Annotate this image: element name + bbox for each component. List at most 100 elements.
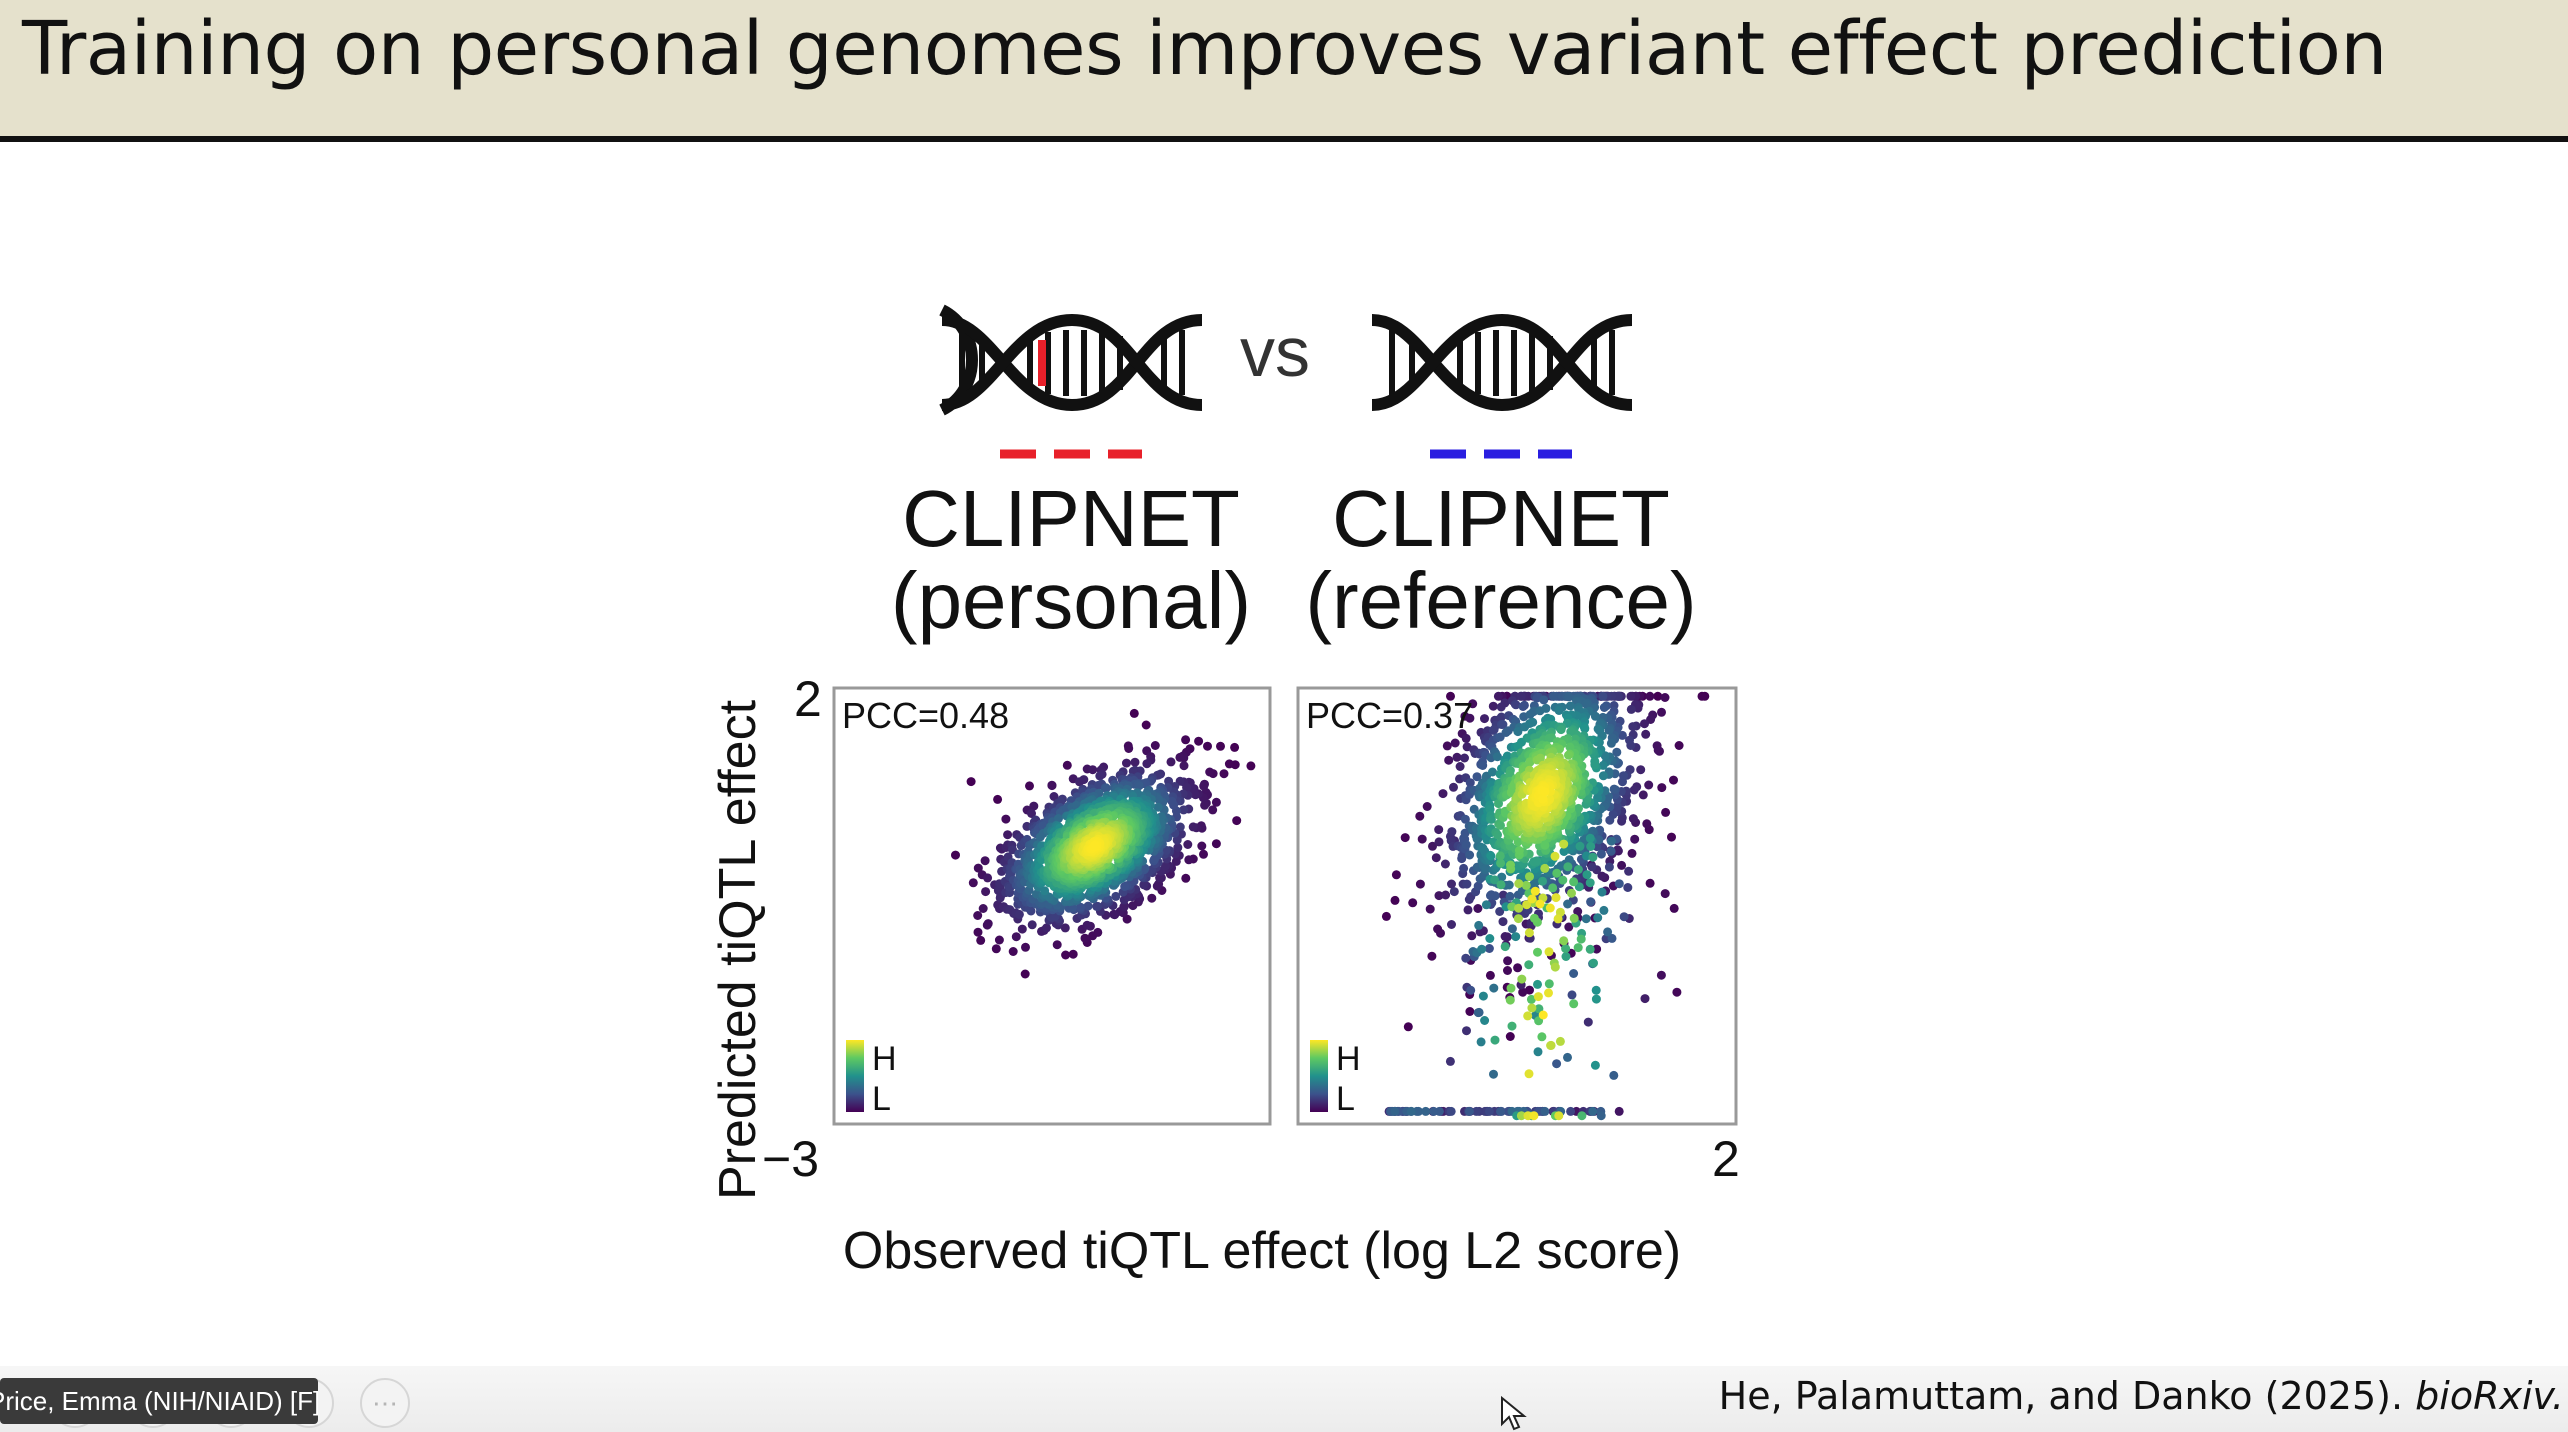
scatter-point [1594, 835, 1604, 845]
scatter-point [1082, 920, 1092, 930]
scatter-point [1503, 956, 1513, 966]
scatter-point [1586, 842, 1596, 851]
scatter-point [1582, 870, 1592, 880]
scatter-point [1524, 960, 1534, 970]
scatter-point [1040, 886, 1050, 896]
scatter-point [1628, 814, 1638, 824]
scatter-point [1498, 890, 1508, 900]
scatter-point [1381, 911, 1391, 921]
scatter-point [1592, 944, 1602, 954]
scatter-point [1001, 814, 1011, 824]
scatter-point [1461, 953, 1471, 963]
scatter-point [1047, 781, 1057, 791]
scatter-point [1400, 833, 1410, 843]
scatter-point [1140, 863, 1150, 873]
scatter-point [1408, 898, 1418, 908]
scatter-point [1588, 1106, 1598, 1116]
scatter-point [1523, 1011, 1533, 1021]
scatter-point [1496, 1106, 1505, 1116]
scatter-point [1565, 701, 1575, 711]
scatter-point [1027, 920, 1037, 930]
scatter-point [1525, 757, 1535, 767]
scatter-point [1017, 924, 1027, 934]
scatter-point [1447, 920, 1456, 929]
scatter-point [1199, 781, 1209, 791]
scatter-point [1590, 1060, 1600, 1070]
scatter-point [1076, 902, 1086, 912]
scatter-point [1586, 897, 1596, 907]
scatter-point [1449, 782, 1458, 792]
scatter-point [1565, 742, 1575, 752]
scatter-point [1211, 839, 1221, 849]
scatter-point [1553, 914, 1563, 924]
scatter-point [1128, 901, 1138, 911]
scatter-point [1550, 962, 1560, 972]
scatter-point [1488, 701, 1498, 711]
scatter-point [1478, 991, 1488, 1001]
scatter-point [1457, 851, 1467, 861]
scatter-point [1524, 928, 1534, 938]
scatter-point [1459, 863, 1469, 873]
scatter-point [951, 850, 960, 860]
scatter-point [1428, 841, 1437, 851]
scatter-point [1232, 816, 1242, 826]
scatter-point [1549, 691, 1559, 701]
colorbar-low-label: L [1336, 1080, 1355, 1118]
scatter-point [1014, 909, 1024, 919]
scatter-point [1544, 988, 1553, 998]
scatter-point [1573, 907, 1583, 916]
scatter-point [1390, 1106, 1400, 1116]
scatter-point [1216, 741, 1225, 751]
scatter-point [1657, 707, 1666, 717]
scatter-point [1008, 947, 1018, 956]
scatter-point [1569, 877, 1579, 887]
dna-personal-icon [938, 304, 1203, 416]
scatter-point [1513, 727, 1523, 737]
vs-label: vs [1240, 313, 1310, 391]
scatter-point [1496, 858, 1506, 868]
scatter-point [1533, 979, 1542, 989]
more-options-icon[interactable]: ⋯ [360, 1378, 410, 1428]
scatter-point [1580, 724, 1590, 734]
scatter-point [973, 863, 983, 873]
scatter-point [1095, 771, 1105, 781]
scatter-point [1208, 805, 1218, 815]
scatter-point [1486, 814, 1496, 824]
model-label-personal: CLIPNET (personal) [866, 478, 1276, 642]
scatter-point [1609, 784, 1619, 794]
scatter-point [1415, 879, 1425, 889]
scatter-point [1591, 994, 1601, 1004]
scatter-point [1153, 802, 1163, 812]
scatter-point [1653, 691, 1663, 701]
scatter-point [1597, 871, 1607, 881]
scatter-point [994, 935, 1004, 945]
scatter-point [1486, 891, 1495, 901]
scatter-point [1597, 887, 1607, 897]
scatter-point [1415, 811, 1425, 821]
scatter-point [1612, 801, 1622, 811]
scatter-point [1027, 809, 1036, 818]
scatter-point [1390, 895, 1400, 905]
scatter-point [1555, 1036, 1565, 1046]
scatter-point [1003, 830, 1013, 840]
scatter-point [1440, 859, 1450, 869]
scatter-point [1498, 720, 1508, 729]
pcc-annotation-personal: PCC=0.48 [842, 695, 1009, 736]
scatter-point [1092, 901, 1102, 911]
scatter-point [1585, 944, 1595, 954]
scatter-point [1505, 891, 1515, 901]
scatter-point [1465, 850, 1475, 860]
scatter-point [1627, 848, 1637, 858]
scatter-point [1422, 802, 1432, 811]
scatter-point [1462, 742, 1472, 752]
scatter-point [1629, 785, 1639, 795]
scatter-points-personal [951, 708, 1256, 979]
scatter-point [1552, 868, 1562, 878]
scatter-point [1496, 712, 1506, 722]
scatter-point [1080, 933, 1090, 943]
scatter-point [1465, 778, 1475, 788]
scatter-point [1588, 852, 1598, 862]
scatter-point [1011, 932, 1021, 942]
scatter-point [1496, 880, 1506, 890]
